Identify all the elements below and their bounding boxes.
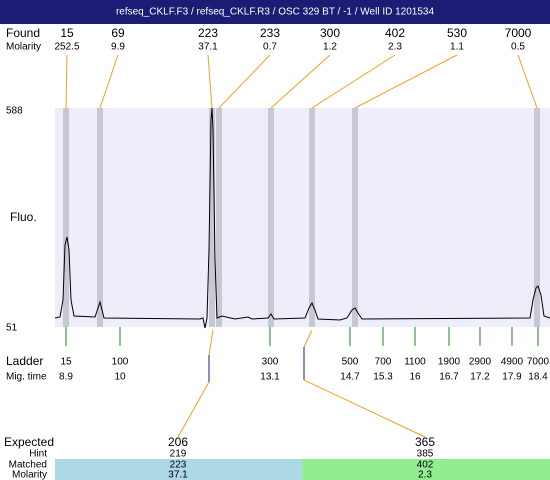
matched-band-1 xyxy=(55,459,302,480)
peak-band xyxy=(534,108,540,327)
ladder-size: 7000 xyxy=(527,357,550,368)
found-size: 402 xyxy=(385,26,405,40)
matched-label: Matched xyxy=(9,460,47,471)
ladder-time: 8.9 xyxy=(59,372,73,383)
ladder-size: 700 xyxy=(375,357,392,368)
peak-connector xyxy=(354,54,458,109)
plot-area xyxy=(55,108,550,327)
peak-band xyxy=(309,108,315,327)
ladder-size: 4900 xyxy=(501,357,524,368)
found-molarity: 1.2 xyxy=(323,42,337,53)
hint-label: Hint xyxy=(29,449,47,460)
ladder-size: 1100 xyxy=(404,357,426,368)
ladder-time: 15.3 xyxy=(373,372,393,383)
peak-connector xyxy=(218,54,271,109)
ladder-time: 16 xyxy=(409,372,421,383)
found-size: 300 xyxy=(320,26,340,40)
peak-connector xyxy=(207,54,213,109)
ladder-time: 17.9 xyxy=(502,372,522,383)
found-label: Found xyxy=(6,26,40,40)
peak-band xyxy=(352,108,358,327)
title: refseq_CKLF.F3 / refseq_CKLF.R3 / OSC 32… xyxy=(116,7,435,18)
matched-molarity: 2.3 xyxy=(418,470,432,480)
peak-band xyxy=(216,108,222,327)
peak-connector xyxy=(311,54,396,109)
expected-label: Expected xyxy=(4,435,54,449)
y-max: 588 xyxy=(6,106,23,117)
found-molarity: 252.5 xyxy=(54,42,79,53)
mig-time-label: Mig. time xyxy=(6,372,47,383)
ladder-time: 16.7 xyxy=(439,372,459,383)
ladder-size: 500 xyxy=(342,357,359,368)
matched-molarity: 37.1 xyxy=(168,470,188,480)
found-size: 69 xyxy=(111,26,125,40)
peak-connector xyxy=(270,54,331,109)
ladder-size: 15 xyxy=(60,357,72,368)
found-molarity: 9.9 xyxy=(111,42,125,53)
hint-size: 385 xyxy=(417,449,434,460)
expected-molarity-label: Molarity xyxy=(12,470,47,480)
found-molarity: 0.5 xyxy=(511,42,525,53)
found-molarity: 0.7 xyxy=(263,42,277,53)
found-molarity: 1.1 xyxy=(450,42,464,53)
peak-band xyxy=(268,108,274,327)
ladder-time: 13.1 xyxy=(260,372,280,383)
matched-band-2 xyxy=(302,459,550,480)
ladder-size: 100 xyxy=(112,357,129,368)
trace xyxy=(54,107,550,329)
found-size: 7000 xyxy=(505,26,532,40)
found-size: 223 xyxy=(198,26,218,40)
ladder-time: 10 xyxy=(114,372,126,383)
ladder-label: Ladder xyxy=(6,354,43,368)
found-size: 15 xyxy=(60,26,74,40)
match-connectors xyxy=(177,329,426,438)
expected-size: 365 xyxy=(415,435,435,449)
peak-connector xyxy=(517,54,538,109)
ladder-size: 300 xyxy=(262,357,279,368)
found-size: 233 xyxy=(260,26,280,40)
matched-size: 223 xyxy=(170,460,187,471)
title-bar xyxy=(0,0,550,24)
peak-connector xyxy=(65,54,68,109)
ladder-time: 17.2 xyxy=(470,372,490,383)
found-molarity: 37.1 xyxy=(198,42,218,53)
ladder-size: 1900 xyxy=(438,357,461,368)
ladder-time: 18.4 xyxy=(528,372,548,383)
found-size: 530 xyxy=(447,26,467,40)
expected-size: 206 xyxy=(168,435,188,449)
hint-size: 219 xyxy=(170,449,187,460)
peak-connector xyxy=(99,54,119,109)
y-min: 51 xyxy=(6,323,18,334)
found-molarity: 2.3 xyxy=(388,42,402,53)
molarity-label: Molarity xyxy=(6,42,41,53)
fluo-label: Fluo. xyxy=(10,210,37,224)
ladder-time: 14.7 xyxy=(340,372,360,383)
peak-band xyxy=(63,108,69,327)
matched-size: 402 xyxy=(417,460,434,471)
peak-band xyxy=(97,108,103,327)
ladder-size: 2900 xyxy=(469,357,492,368)
peak-band xyxy=(209,108,215,327)
